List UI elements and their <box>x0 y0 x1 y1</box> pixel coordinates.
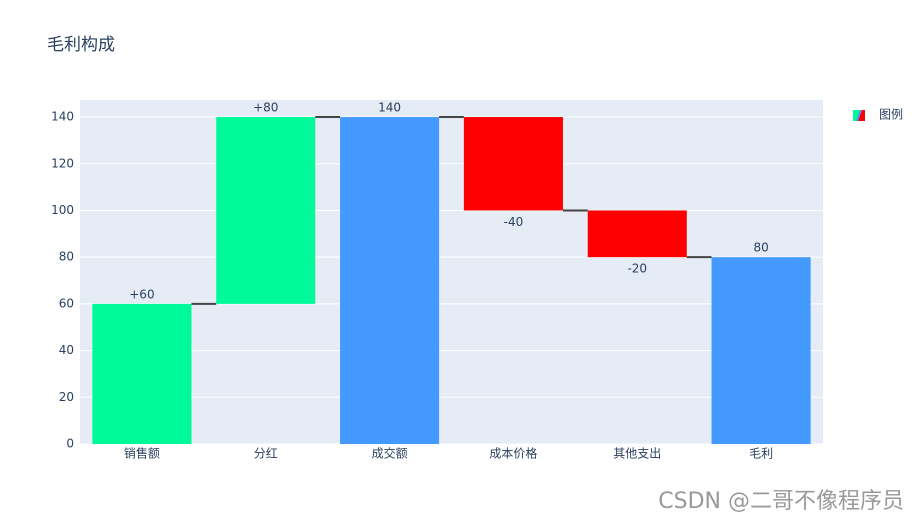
bar <box>216 117 316 304</box>
legend-icon <box>853 110 865 121</box>
chart-title: 毛利构成 <box>47 35 115 55</box>
y-tick-label: 0 <box>66 437 74 451</box>
legend-swatch <box>856 110 862 121</box>
value-label: 140 <box>378 101 401 115</box>
y-tick-label: 140 <box>51 110 74 124</box>
x-tick-label: 成本价格 <box>489 446 537 461</box>
marks <box>92 116 811 444</box>
plot-area <box>80 100 823 444</box>
bar <box>92 303 192 444</box>
watermark: CSDN @二哥不像程序员 <box>658 489 904 514</box>
value-label: -20 <box>627 262 647 276</box>
legend-label[interactable]: 图例 <box>879 108 903 122</box>
x-tick-label: 其他支出 <box>613 447 661 461</box>
value-label: -40 <box>504 215 524 229</box>
x-tick-label: 分红 <box>254 446 278 461</box>
x-tick-label: 成交额 <box>372 446 408 461</box>
y-tick-label: 80 <box>59 250 74 264</box>
x-tick-label: 销售额 <box>124 446 160 461</box>
value-label: 80 <box>753 241 768 255</box>
x-tick-label: 毛利 <box>749 447 773 461</box>
value-label: +80 <box>253 101 278 115</box>
value-label: +60 <box>129 287 154 301</box>
y-tick-label: 20 <box>59 390 74 404</box>
legend-swatch <box>853 110 860 121</box>
y-tick-label: 120 <box>51 156 74 170</box>
bar <box>711 257 811 444</box>
y-tick-label: 100 <box>51 203 74 217</box>
y-tick-label: 40 <box>59 343 74 357</box>
bar <box>463 117 563 211</box>
y-tick-label: 60 <box>59 296 74 310</box>
bar <box>587 210 687 258</box>
bar <box>340 117 440 444</box>
